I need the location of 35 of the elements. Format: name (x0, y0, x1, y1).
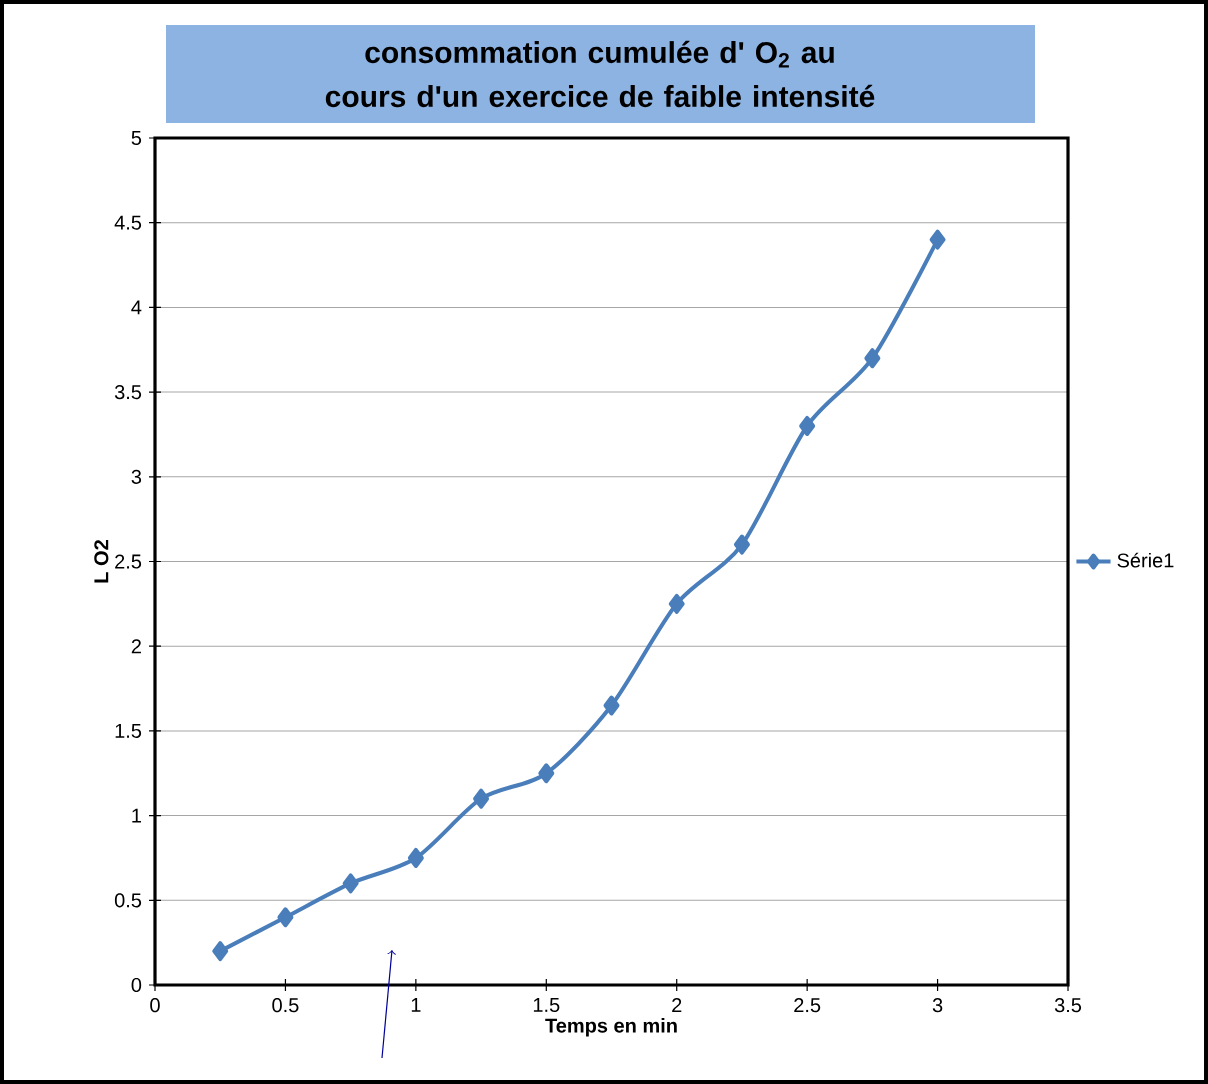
y-tick-label: 0.5 (114, 893, 142, 908)
point (212, 941, 229, 962)
x-tick-label: 3.5 (1054, 998, 1082, 1013)
y-tick-label: 4.5 (114, 215, 142, 230)
point (473, 788, 490, 809)
y-tick-label: 3.5 (114, 385, 142, 400)
x-tick-label: 3 (932, 998, 943, 1013)
x-tick-label: 1 (411, 998, 421, 1012)
point (864, 348, 881, 369)
point (342, 873, 359, 894)
point (668, 593, 685, 614)
x-tick-label: 2.5 (794, 998, 821, 1013)
y-tick-label: 5 (131, 131, 142, 145)
y-tick-label: 3 (131, 469, 142, 484)
x-tick-label: 0 (150, 998, 160, 1013)
x-axis-title: Temps en min (545, 1017, 677, 1037)
y-tick-label: 1.5 (115, 723, 142, 738)
x-tick-label: 0.5 (272, 998, 299, 1013)
chart-title: consommation cumulée d' O$_{2}$ au cours d'un exercice de faible intensité (325, 40, 875, 108)
y-tick-label: 2.5 (115, 554, 142, 569)
y-tick-label: 0 (131, 977, 142, 993)
point (603, 695, 620, 716)
point (538, 763, 555, 784)
y-tick-label: 2 (131, 639, 141, 654)
y-tick-label: 1 (132, 808, 141, 823)
x-tick-label: 2 (672, 998, 682, 1013)
legend-label: Série1 (1117, 552, 1174, 568)
point (733, 534, 750, 555)
point (407, 847, 424, 868)
y-axis-title: L O2 (94, 540, 109, 583)
y-tick-label: 4 (131, 300, 142, 315)
point (929, 229, 946, 250)
point (799, 415, 816, 436)
x-tick-label: 1.5 (533, 998, 560, 1013)
point (277, 907, 294, 928)
